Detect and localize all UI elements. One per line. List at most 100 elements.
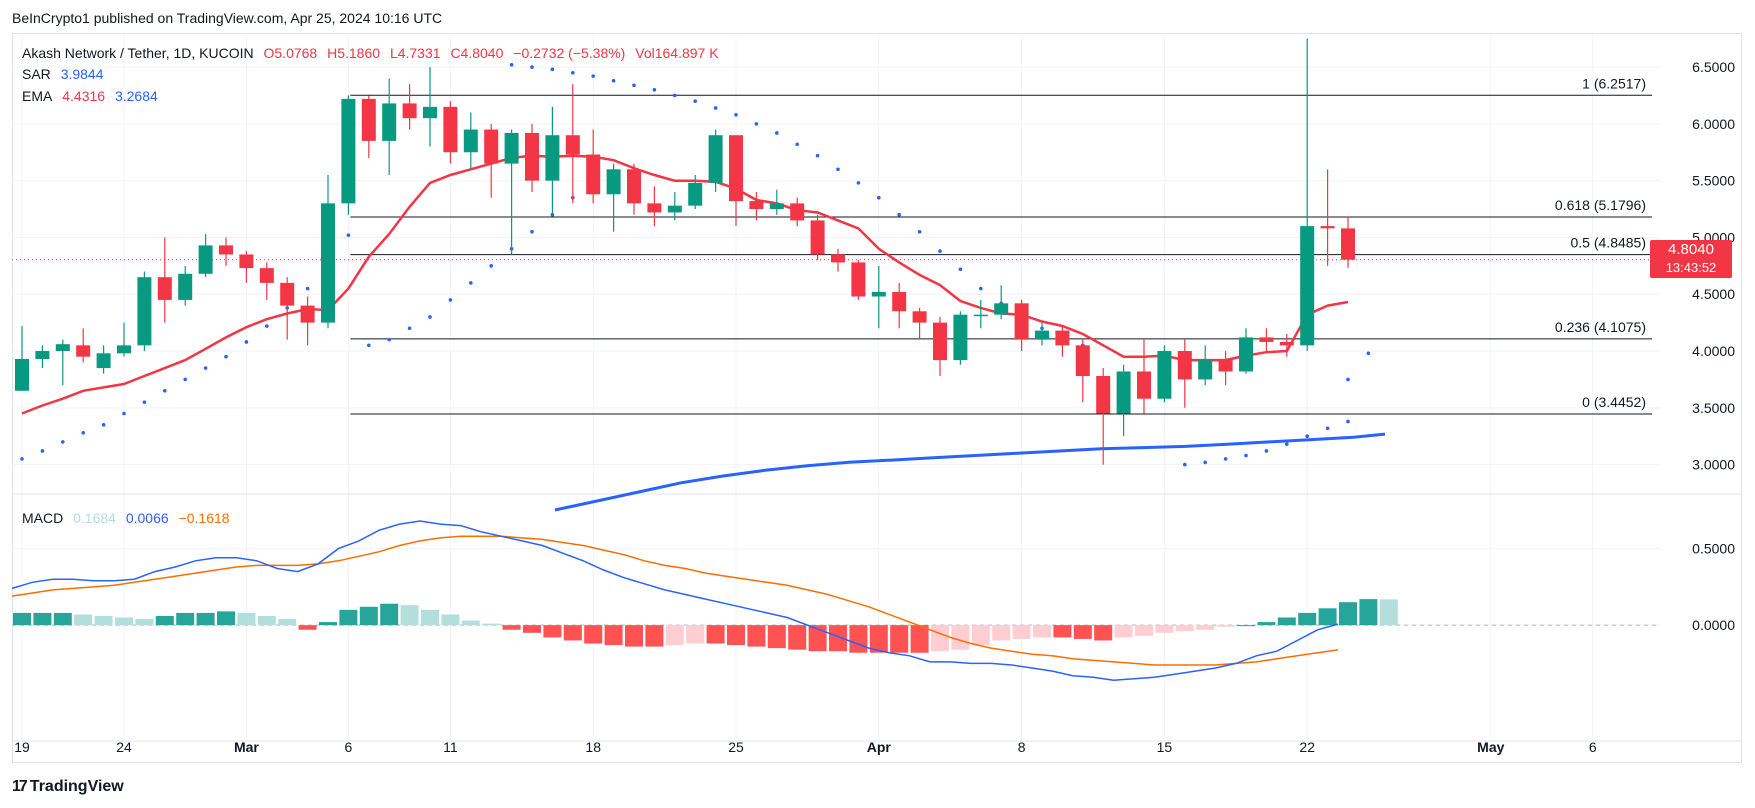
macd-histogram-bar xyxy=(196,612,215,626)
candle-body xyxy=(586,154,601,195)
macd-histogram-bar xyxy=(237,612,256,626)
time-axis-tick: Apr xyxy=(867,739,892,755)
candle-body xyxy=(667,205,682,213)
last-price-badge: 4.8040 13:43:52 xyxy=(1650,240,1732,278)
candle-body xyxy=(749,201,764,210)
sar-dot xyxy=(958,267,963,272)
candle-body xyxy=(280,282,295,306)
time-axis-tick: May xyxy=(1477,739,1504,755)
candle-body xyxy=(953,314,968,361)
candle-body xyxy=(545,135,560,181)
candle-body xyxy=(504,132,519,164)
sar-legend[interactable]: SAR 3.9844 xyxy=(22,63,110,85)
macd-histogram-bar xyxy=(971,625,990,646)
candle-body xyxy=(1137,371,1151,399)
sar-dot xyxy=(979,286,983,291)
price-axis-tick: 6.5000 xyxy=(1692,59,1735,75)
macd-hist-value: 0.1684 xyxy=(73,510,116,526)
macd-histogram-bar xyxy=(767,625,786,649)
ohlc-close: C4.8040 xyxy=(450,45,504,61)
sar-dot xyxy=(1244,453,1248,458)
macd-histogram-bar xyxy=(849,625,868,653)
time-axis-tick: Mar xyxy=(234,739,259,755)
candle-body xyxy=(341,98,356,204)
ema-fast-line xyxy=(21,154,1349,415)
macd-histogram-bar xyxy=(584,625,603,644)
macd-histogram-bar xyxy=(1339,602,1357,626)
tradingview-logo[interactable]: 17 TradingView xyxy=(12,778,124,796)
macd-histogram-bar xyxy=(1114,625,1133,638)
ohlc-low: L4.7331 xyxy=(389,45,441,61)
macd-histogram-bar xyxy=(1196,625,1215,630)
sar-dot xyxy=(611,78,616,83)
macd-legend[interactable]: MACD 0.1684 0.0066 −0.1618 xyxy=(22,507,236,529)
sar-dot xyxy=(713,106,718,110)
macd-histogram-bar xyxy=(502,625,521,630)
candle-body xyxy=(402,103,417,119)
candle-body xyxy=(1116,371,1131,414)
candle-body xyxy=(117,345,131,354)
macd-line xyxy=(11,520,1339,682)
macd-histogram-bar xyxy=(359,606,378,626)
macd-histogram-bar xyxy=(1033,625,1051,638)
fib-level-label: 0.5 (4.8485) xyxy=(1571,235,1647,251)
candle-body xyxy=(1075,345,1090,377)
sar-dot xyxy=(693,99,697,103)
sar-dot xyxy=(40,449,45,453)
macd-histogram-bar xyxy=(155,615,174,626)
candle-body xyxy=(484,129,499,164)
candle-body xyxy=(321,203,335,323)
macd-histogram-bar xyxy=(115,617,133,626)
candle-body xyxy=(259,268,274,283)
time-axis-tick: 18 xyxy=(585,739,601,755)
sar-dot xyxy=(387,337,392,342)
candle-body xyxy=(137,277,152,346)
macd-histogram-bar xyxy=(1257,622,1276,626)
sar-dot xyxy=(917,229,922,234)
macd-histogram-bar xyxy=(665,625,684,646)
sar-dot xyxy=(1325,426,1330,431)
macd-histogram-bar xyxy=(400,605,419,626)
sar-dot xyxy=(530,229,534,234)
macd-histogram-bar xyxy=(257,615,276,626)
sar-dot xyxy=(1366,351,1371,356)
macd-histogram-bar xyxy=(94,615,113,626)
macd-histogram-bar xyxy=(625,625,643,647)
symbol-name[interactable]: Akash Network / Tether, 1D, KUCOIN xyxy=(22,45,254,61)
ema-slow-line xyxy=(554,432,1386,512)
price-axis-tick: 3.5000 xyxy=(1692,400,1735,416)
time-axis-tick: 24 xyxy=(116,739,132,755)
ema-legend[interactable]: EMA 4.4316 3.2684 xyxy=(22,85,164,107)
macd-histogram-bar xyxy=(319,622,337,626)
macd-histogram-bar xyxy=(931,625,949,652)
macd-histogram-bar xyxy=(1012,625,1031,639)
candle-body xyxy=(1239,337,1253,372)
candle-body xyxy=(96,353,111,369)
macd-histogram-bar xyxy=(869,625,888,653)
sar-dot xyxy=(448,298,453,302)
sar-dot xyxy=(509,63,514,67)
candle-body xyxy=(1157,351,1172,399)
candle-body xyxy=(1177,351,1192,380)
macd-histogram-bar xyxy=(1175,625,1194,632)
macd-histogram-bar xyxy=(808,625,827,652)
time-axis-tick: 19 xyxy=(14,739,30,755)
sar-dot xyxy=(815,153,820,158)
sar-dot xyxy=(652,87,657,92)
macd-histogram-bar xyxy=(461,620,480,626)
sar-dot xyxy=(1346,377,1350,382)
macd-histogram-bar xyxy=(727,625,745,646)
macd-histogram-bar xyxy=(1155,625,1174,633)
candle-body xyxy=(769,203,784,210)
macd-histogram-bar xyxy=(910,625,929,653)
candle-body xyxy=(1300,226,1315,346)
candle-body xyxy=(627,169,641,204)
candle-body xyxy=(443,106,458,153)
publisher-line: BeInCrypto1 published on TradingView.com… xyxy=(12,10,443,26)
candle-body xyxy=(994,303,1009,315)
candle-body xyxy=(300,305,315,323)
time-axis-tick: 11 xyxy=(443,739,458,755)
candle-body xyxy=(810,220,825,255)
macd-histogram-bar xyxy=(53,612,72,626)
